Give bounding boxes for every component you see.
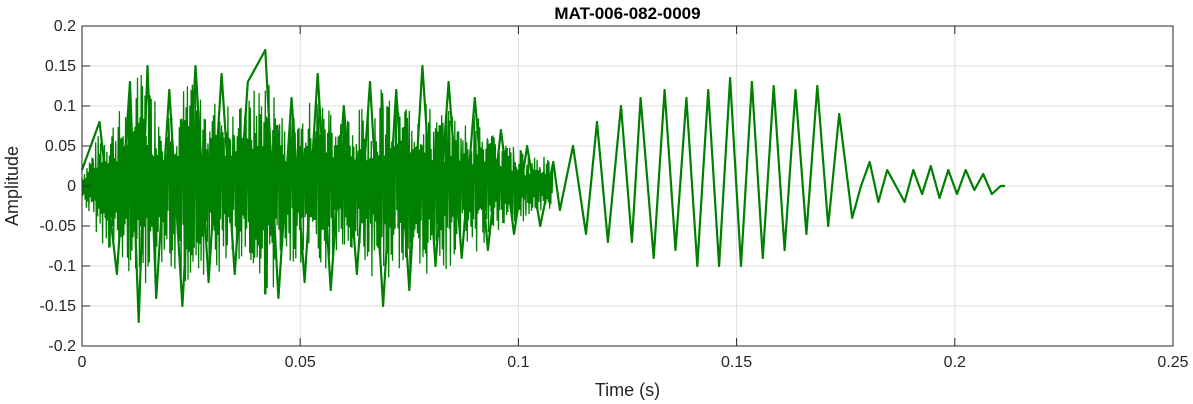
y-tick-label: 0 — [67, 178, 76, 195]
chart-title: MAT-006-082-0009 — [554, 4, 700, 23]
x-axis-label: Time (s) — [595, 380, 660, 400]
x-tick-label: 0.05 — [285, 354, 316, 371]
y-tick-label: 0.15 — [45, 58, 76, 75]
x-tick-label: 0.15 — [721, 354, 752, 371]
y-tick-label: -0.2 — [48, 338, 76, 355]
noise-texture — [81, 74, 554, 295]
y-tick-label: 0.1 — [54, 98, 76, 115]
y-tick-label: 0.2 — [54, 18, 76, 35]
y-tick-label: -0.15 — [40, 298, 77, 315]
x-tick-label: 0 — [78, 354, 87, 371]
noise-band — [81, 74, 554, 295]
x-tick-label: 0.2 — [944, 354, 966, 371]
y-tick-label: -0.05 — [40, 218, 77, 235]
y-tick-label: -0.1 — [48, 258, 76, 275]
y-axis-label: Amplitude — [2, 146, 22, 226]
x-tick-label: 0.25 — [1157, 354, 1188, 371]
signal-line — [80, 48, 1005, 324]
x-tick-label: 0.1 — [507, 354, 529, 371]
ticks: 0 0.05 0.1 0.15 0.2 0.25 -0.2 -0.15 -0.1 -0.05 0 0.… — [40, 18, 1189, 371]
y-tick-label: 0.05 — [45, 138, 76, 155]
